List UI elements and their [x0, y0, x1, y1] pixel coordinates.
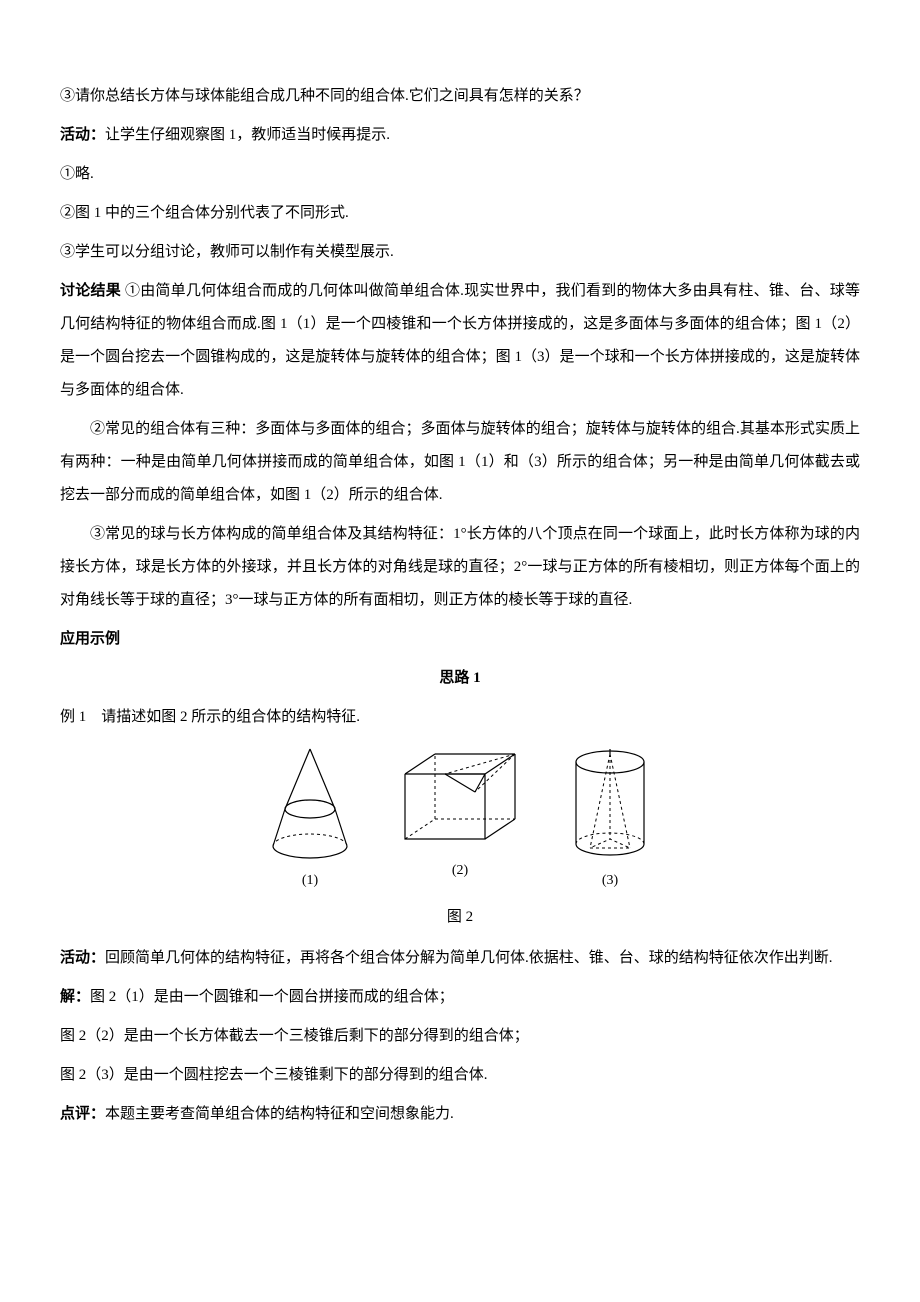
answer-1: ①略. — [60, 158, 860, 191]
activity-2: 活动：回顾简单几何体的结构特征，再将各个组合体分解为简单几何体.依据柱、锥、台、… — [60, 942, 860, 975]
cuboid-cut-icon — [395, 744, 525, 854]
discussion-1: 讨论结果 ①由简单几何体组合而成的几何体叫做简单组合体.现实世界中，我们看到的物… — [60, 275, 860, 407]
comment-text: 本题主要考查简单组合体的结构特征和空间想象能力. — [105, 1106, 454, 1122]
cylinder-minus-cone-icon — [565, 744, 655, 864]
figure-2-2: (2) — [395, 744, 525, 897]
example-1: 例 1 请描述如图 2 所示的组合体的结构特征. — [60, 701, 860, 734]
discussion-label: 讨论结果 — [60, 283, 121, 299]
figure-2-label: 图 2 — [60, 901, 860, 934]
solution-label: 解： — [60, 989, 90, 1005]
activity-label: 活动： — [60, 127, 105, 143]
solution-1-text: 图 2（1）是由一个圆锥和一个圆台拼接而成的组合体； — [90, 989, 454, 1005]
figure-2-2-caption: (2) — [452, 856, 468, 887]
comment-label: 点评： — [60, 1106, 105, 1122]
question-3: ③请你总结长方体与球体能组合成几种不同的组合体.它们之间具有怎样的关系？ — [60, 80, 860, 113]
figure-2-row: (1) (2) — [60, 744, 860, 897]
answer-3: ③学生可以分组讨论，教师可以制作有关模型展示. — [60, 236, 860, 269]
apply-example-heading: 应用示例 — [60, 623, 860, 656]
activity-text: 让学生仔细观察图 1，教师适当时候再提示. — [105, 127, 390, 143]
discussion-2: ②常见的组合体有三种：多面体与多面体的组合；多面体与旋转体的组合；旋转体与旋转体… — [60, 413, 860, 512]
answer-2: ②图 1 中的三个组合体分别代表了不同形式. — [60, 197, 860, 230]
solution-2: 图 2（2）是由一个长方体截去一个三棱锥后剩下的部分得到的组合体； — [60, 1020, 860, 1053]
figure-2-3: (3) — [565, 744, 655, 897]
discussion-3: ③常见的球与长方体构成的简单组合体及其结构特征：1°长方体的八个顶点在同一个球面… — [60, 518, 860, 617]
comment: 点评：本题主要考查简单组合体的结构特征和空间想象能力. — [60, 1098, 860, 1131]
figure-2-3-caption: (3) — [602, 866, 618, 897]
discussion-1-text: ①由简单几何体组合而成的几何体叫做简单组合体.现实世界中，我们看到的物体大多由具… — [60, 283, 860, 398]
solution-3: 图 2（3）是由一个圆柱挖去一个三棱锥剩下的部分得到的组合体. — [60, 1059, 860, 1092]
activity-1: 活动：让学生仔细观察图 1，教师适当时候再提示. — [60, 119, 860, 152]
activity-2-label: 活动： — [60, 950, 105, 966]
figure-2-1: (1) — [265, 744, 355, 897]
solution-1: 解：图 2（1）是由一个圆锥和一个圆台拼接而成的组合体； — [60, 981, 860, 1014]
cone-frustum-icon — [265, 744, 355, 864]
figure-2-1-caption: (1) — [302, 866, 318, 897]
activity-2-text: 回顾简单几何体的结构特征，再将各个组合体分解为简单几何体.依据柱、锥、台、球的结… — [105, 950, 833, 966]
thread-heading: 思路 1 — [60, 662, 860, 695]
